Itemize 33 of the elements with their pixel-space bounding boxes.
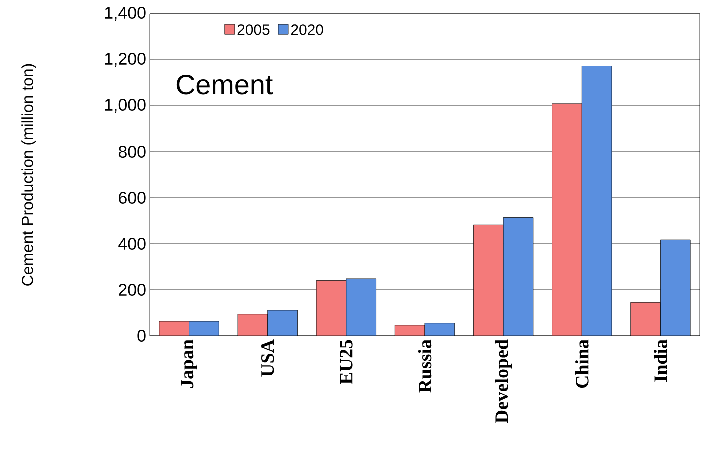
y-tick-label: 0 — [138, 330, 146, 342]
bar — [395, 325, 425, 336]
bar — [189, 321, 220, 336]
y-tick-label: 800 — [118, 146, 146, 158]
bar — [238, 314, 268, 336]
x-tick-label: EU25 — [340, 340, 353, 384]
x-tick-label: India — [654, 340, 668, 382]
bar — [582, 66, 612, 336]
y-tick-label: 200 — [119, 284, 146, 296]
bar — [552, 104, 582, 336]
bar — [630, 302, 661, 336]
y-tick-label: 600 — [119, 192, 146, 204]
bar — [660, 240, 691, 336]
y-tick-label: 400 — [118, 238, 146, 250]
legend-label: 2005 — [238, 24, 270, 36]
bar — [316, 280, 347, 336]
bar — [268, 310, 298, 336]
x-tick-label: USA — [262, 340, 274, 377]
y-tick-label: 1,200 — [105, 52, 146, 67]
x-tick-label: Japan — [181, 340, 198, 388]
x-tick-label: Russia — [418, 340, 432, 393]
bar — [425, 323, 455, 336]
legend-label: 2020 — [291, 24, 324, 36]
y-axis-title: Cement Production (million ton) — [22, 64, 36, 286]
bar — [159, 321, 190, 336]
bar — [474, 224, 504, 336]
y-tick-label: 1,000 — [105, 99, 146, 113]
x-tick-label: Developed — [495, 340, 512, 424]
y-tick-label: 1,400 — [105, 6, 146, 21]
bar — [346, 278, 376, 336]
bar — [503, 218, 534, 336]
x-tick-label: China — [575, 340, 589, 388]
annotation: Cement — [176, 74, 273, 95]
